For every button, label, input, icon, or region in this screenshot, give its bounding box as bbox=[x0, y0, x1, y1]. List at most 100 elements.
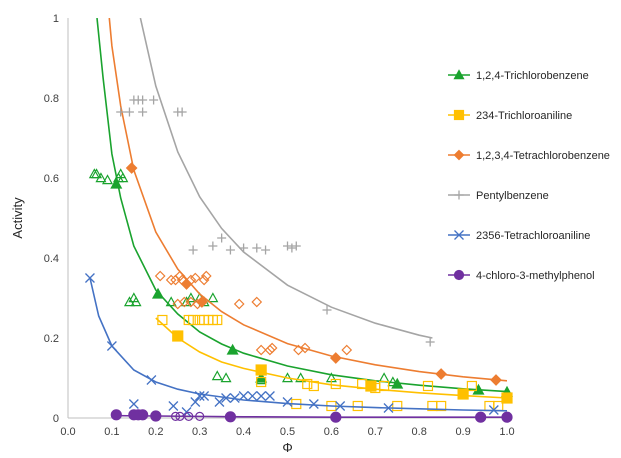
legend-marker bbox=[454, 190, 464, 200]
series-2 bbox=[108, 18, 507, 386]
y-tick-label: 0.6 bbox=[44, 173, 59, 185]
legend-item-1: 234-Trichloroaniline bbox=[448, 109, 572, 122]
series-5 bbox=[110, 409, 513, 423]
data-point bbox=[137, 409, 149, 421]
data-point-open bbox=[302, 378, 313, 390]
data-point bbox=[151, 287, 165, 299]
x-axis-title: Φ bbox=[282, 440, 292, 455]
data-point-open bbox=[261, 245, 271, 255]
data-point-open bbox=[146, 375, 157, 385]
data-point-open bbox=[252, 243, 262, 253]
x-tick-label: 0.1 bbox=[104, 426, 119, 438]
data-point-open bbox=[212, 314, 223, 326]
data-point-open bbox=[238, 391, 249, 401]
x-tick-label: 0.7 bbox=[368, 426, 383, 438]
series-curve bbox=[111, 414, 507, 418]
data-point-open bbox=[168, 401, 179, 411]
data-point-open bbox=[198, 274, 210, 286]
data-point-open bbox=[488, 405, 499, 415]
x-tick-label: 0.6 bbox=[324, 426, 339, 438]
x-tick-label: 0.0 bbox=[60, 426, 75, 438]
series-curve bbox=[108, 18, 507, 382]
legend: 1,2,4-Trichlorobenzene 234-Trichloroanili… bbox=[448, 69, 610, 282]
x-tick-label: 0.5 bbox=[280, 426, 295, 438]
data-point-open bbox=[341, 344, 353, 356]
data-point-open bbox=[95, 172, 107, 183]
data-point bbox=[457, 388, 469, 400]
data-point bbox=[435, 368, 447, 380]
data-point-open bbox=[194, 391, 205, 401]
data-point bbox=[329, 352, 342, 364]
data-point-open bbox=[128, 399, 139, 409]
data-point-open bbox=[425, 337, 435, 347]
legend-label: 4-chloro-3-methylphenol bbox=[476, 270, 595, 282]
data-point-open bbox=[188, 314, 199, 326]
data-point-open bbox=[138, 107, 148, 117]
data-point-open bbox=[233, 298, 245, 310]
legend-item-0: 1,2,4-Trichlorobenzene bbox=[448, 69, 589, 82]
data-point-open bbox=[308, 380, 319, 392]
data-point-open bbox=[436, 400, 447, 412]
data-point-open bbox=[247, 391, 258, 401]
data-point bbox=[180, 278, 193, 290]
data-point-open bbox=[220, 372, 232, 383]
data-point-open bbox=[211, 370, 223, 381]
y-axis-title: Activity bbox=[10, 197, 25, 239]
data-point bbox=[125, 162, 138, 174]
data-point-open bbox=[177, 107, 187, 117]
data-point bbox=[172, 330, 184, 342]
data-point-open bbox=[84, 273, 95, 283]
data-point-open bbox=[106, 341, 117, 351]
data-point bbox=[391, 377, 404, 389]
data-point-open bbox=[308, 399, 319, 409]
data-point-open bbox=[214, 397, 225, 407]
data-point-open bbox=[195, 411, 205, 421]
data-point-open bbox=[322, 305, 332, 315]
data-point-open bbox=[174, 270, 186, 282]
data-point-open bbox=[352, 400, 363, 412]
legend-marker bbox=[453, 269, 465, 281]
data-point-open bbox=[185, 292, 197, 303]
legend-label: 1,2,4-Trichlorobenzene bbox=[476, 70, 589, 82]
y-tick-label: 0.2 bbox=[44, 333, 59, 345]
data-point-open bbox=[225, 245, 235, 255]
data-point-open bbox=[283, 241, 292, 251]
data-point-open bbox=[154, 270, 166, 282]
x-tick-label: 0.3 bbox=[192, 426, 207, 438]
data-point-open bbox=[165, 274, 177, 286]
data-point-open bbox=[378, 372, 390, 383]
series-3 bbox=[116, 18, 435, 347]
data-point-open bbox=[130, 296, 142, 307]
data-point-open bbox=[264, 344, 276, 356]
data-point-open bbox=[330, 378, 341, 390]
legend-marker bbox=[453, 149, 465, 161]
data-point-open bbox=[208, 241, 218, 251]
data-point-open bbox=[422, 380, 434, 392]
legend-item-2: 1,2,3,4-Tetrachlorobenzene bbox=[448, 149, 610, 162]
y-tick-label: 0.8 bbox=[44, 93, 59, 105]
data-point bbox=[196, 296, 208, 308]
y-tick-label: 0.4 bbox=[44, 253, 59, 265]
legend-item-3: Pentylbenzene bbox=[448, 190, 549, 202]
data-point bbox=[224, 411, 237, 423]
data-point bbox=[365, 380, 377, 392]
data-point-open bbox=[335, 401, 346, 411]
data-point-open bbox=[392, 400, 403, 412]
data-point-open bbox=[264, 391, 275, 401]
series-4 bbox=[84, 273, 507, 417]
data-point-open bbox=[190, 397, 201, 407]
data-point-open bbox=[221, 393, 231, 403]
data-point-open bbox=[189, 272, 201, 284]
data-point-open bbox=[165, 296, 177, 307]
data-point bbox=[501, 392, 513, 404]
legend-marker bbox=[453, 69, 465, 80]
legend-label: 2356-Tetrachloroaniline bbox=[476, 230, 590, 242]
data-point-open bbox=[184, 411, 194, 421]
data-point-open bbox=[229, 393, 240, 403]
x-tick-label: 0.9 bbox=[455, 426, 470, 438]
data-point-open bbox=[239, 243, 249, 253]
data-point-open bbox=[466, 380, 477, 392]
data-point-open bbox=[295, 372, 307, 383]
x-tick-label: 1.0 bbox=[499, 426, 514, 438]
x-tick-label: 0.4 bbox=[236, 426, 251, 438]
